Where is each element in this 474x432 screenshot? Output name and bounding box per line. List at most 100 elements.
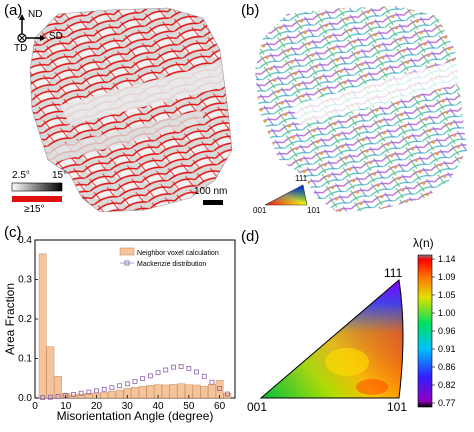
bar-neighbor-voxel (131, 387, 139, 399)
colorbar-tick-label: 1.14 (438, 254, 456, 264)
y-tick-label: 0.0 (18, 393, 32, 404)
y-axis-label: Area Fraction (3, 283, 17, 355)
panel-a-label: (a) (4, 2, 23, 19)
ipf-key-101: 101 (307, 206, 321, 215)
colorbar-tick-label: 1.09 (438, 272, 456, 282)
x-tick-label: 10 (60, 401, 72, 412)
legend-neighbor-label: Neighbor voxel calculation (137, 250, 219, 257)
grayscale-legend-max: 15° (52, 170, 68, 181)
bar-neighbor-voxel (208, 383, 216, 399)
marker-mackenzie (71, 392, 76, 397)
marker-mackenzie (209, 379, 215, 385)
red-legend-bar (12, 196, 62, 202)
marker-mackenzie (178, 363, 184, 369)
panel-d-svg: 1.14 1.09 1.05 1.00 0.96 0.91 0.86 0.82 0.77 (259, 254, 456, 408)
corner-101-label: 101 (387, 400, 408, 414)
marker-mackenzie (155, 370, 161, 376)
marker-mackenzie (94, 388, 99, 394)
y-tick-label: 0.2 (18, 314, 32, 325)
scale-bar (203, 200, 223, 205)
marker-mackenzie (194, 369, 199, 375)
bar-neighbor-voxel (84, 393, 93, 399)
marker-mackenzie (124, 381, 130, 387)
grayscale-legend-min: 2.5° (12, 170, 30, 181)
y-tick-label: 0.3 (18, 275, 32, 286)
x-tick-label: 40 (153, 401, 165, 412)
orientation-map-b (255, 6, 467, 212)
marker-mackenzie (201, 373, 207, 379)
marker-mackenzie (147, 373, 153, 379)
x-axis-label: Misorientation Angle (degree) (57, 409, 214, 423)
marker-mackenzie (217, 386, 223, 391)
ipf-key-triangle (264, 184, 308, 206)
bar-neighbor-voxel (108, 391, 116, 399)
sample-axes-icon (17, 14, 46, 43)
ipf-key-001: 001 (253, 206, 267, 215)
colorbar-tick-label: 0.96 (438, 326, 456, 336)
sd-axis-label: SD (49, 31, 63, 42)
panel-b-map-svg (255, 6, 467, 212)
x-tick-label: 60 (214, 401, 226, 412)
marker-mackenzie (47, 394, 53, 400)
marker-mackenzie (132, 379, 138, 384)
bar-neighbor-voxel (200, 385, 209, 399)
marker-mackenzie (78, 390, 84, 396)
bar-neighbor-voxel (146, 385, 155, 399)
marker-mackenzie (224, 391, 230, 397)
marker-mackenzie (86, 389, 92, 395)
marker-mackenzie (40, 395, 46, 401)
panel-b: (b) 111 001 101 (237, 0, 474, 215)
ipf-key-111: 111 (295, 174, 308, 183)
panel-d: (d) (237, 222, 474, 427)
legend-marker-mackenzie (124, 260, 130, 266)
panel-c-label: (c) (4, 224, 22, 241)
y-tick-label: 0.1 (18, 354, 32, 365)
misorientation-chart: 0 10 20 30 40 50 60 0.0 0.1 0.2 0.3 0.4 Neighbor v… (3, 235, 236, 423)
x-tick-label: 50 (183, 401, 195, 412)
y-tick-label: 0.4 (18, 235, 32, 246)
marker-mackenzie (109, 385, 115, 391)
marker-mackenzie (140, 376, 146, 382)
bar-neighbor-voxel (46, 346, 55, 399)
td-axis-label: TD (14, 43, 28, 54)
scale-bar-label: 100 nm (194, 186, 228, 197)
bar-neighbor-voxel (161, 384, 170, 399)
marker-mackenzie (163, 367, 169, 373)
x-tick-label: 20 (91, 401, 103, 412)
bar-neighbor-voxel (54, 376, 62, 399)
x-tick-label: 30 (122, 401, 134, 412)
colorbar-tick-label: 0.86 (438, 362, 456, 372)
ipf-density-triangle (259, 279, 404, 399)
bar-neighbor-voxel (138, 385, 147, 399)
colorbar-tick-label: 1.05 (438, 290, 456, 300)
panel-d-label: (d) (241, 228, 260, 245)
bar-neighbor-voxel (177, 383, 186, 399)
x-tick-label: 0 (32, 401, 38, 412)
panel-c: (c) 0 10 20 30 40 50 60 0.0 0.1 0.2 0.3 0.4 Neighb… (0, 222, 240, 427)
marker-mackenzie (186, 365, 192, 371)
colorbar-tick-label: 0.82 (438, 380, 456, 390)
bar-neighbor-voxel (100, 392, 109, 399)
panel-b-label: (b) (241, 2, 260, 19)
bar-neighbor-voxel (77, 393, 86, 399)
bar-neighbor-voxel (223, 393, 232, 399)
corner-111-label: 111 (384, 266, 403, 280)
colorbar-tick-label: 1.00 (438, 308, 456, 318)
lambda-colorbar (417, 254, 433, 408)
panel-a: (a) ND SD TD 2.5° 15° ≥15° 100 nm (0, 0, 240, 215)
panel-a-map-svg (11, 7, 233, 213)
legend-mackenzie-label: Mackenzie distribution (137, 261, 206, 268)
marker-mackenzie (117, 383, 123, 389)
colorbar-tick-label: 0.77 (438, 398, 456, 408)
marker-mackenzie (171, 364, 176, 370)
colorbar-title: λ(n) (413, 236, 434, 250)
bar-neighbor-voxel (169, 383, 178, 399)
marker-mackenzie (55, 394, 61, 399)
bar-neighbor-voxel (38, 253, 47, 399)
marker-mackenzie (101, 386, 107, 392)
bar-neighbor-voxel (192, 384, 201, 399)
red-legend-label: ≥15° (24, 204, 45, 215)
legend-swatch-neighbor (119, 247, 135, 256)
colorbar-tick-label: 0.91 (438, 344, 456, 354)
nd-axis-label: ND (28, 9, 43, 20)
